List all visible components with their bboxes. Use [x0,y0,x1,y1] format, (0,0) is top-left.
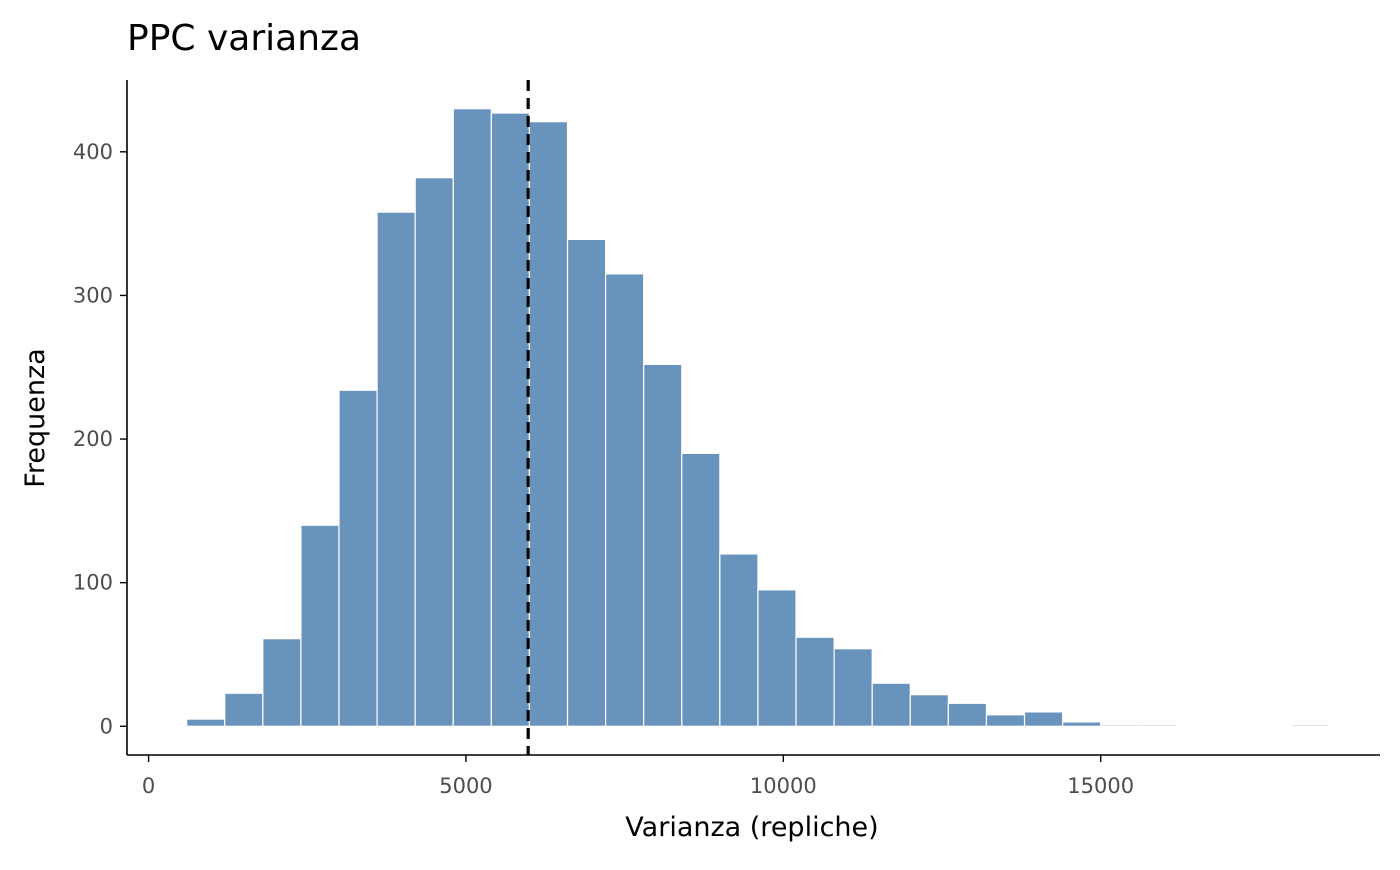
histogram-bar-10 [566,238,607,727]
histogram-bar-17 [833,648,873,727]
axes [126,80,1380,756]
histogram-bar-21 [985,714,1026,727]
histogram-bar-3 [300,524,340,727]
y-tick-label: 400 [73,140,113,164]
x-axis-title: Varianza (repliche) [625,812,878,843]
histogram-bar-22 [1023,711,1064,727]
histogram-bar-6 [414,177,454,727]
y-tick-label: 100 [73,571,113,595]
chart-title: PPC varianza [127,18,361,59]
histogram-bar-29 [1290,724,1330,727]
histogram-bar-18 [871,682,911,727]
y-axis-title: Frequenza [20,348,51,487]
histogram-bar-27 [1214,725,1254,728]
histogram-bar-28 [1252,725,1292,728]
histogram-bar-23 [1062,721,1102,727]
y-tick-label: 300 [73,283,113,307]
y-axis-ticks: 0 100 200 300 400 [73,140,127,738]
histogram-bar-9 [528,121,569,727]
x-axis-ticks: 0 5000 10000 15000 [142,755,1134,798]
histogram-bar-8 [490,112,531,727]
x-tick-label: 0 [142,774,155,798]
histogram-bar-0 [186,718,226,727]
y-tick-label: 0 [100,714,113,738]
x-tick-label: 10000 [750,774,817,798]
histogram-bar-26 [1176,725,1216,728]
histogram-bar-4 [338,389,378,727]
histogram-bar-25 [1138,724,1178,727]
histogram-bar-15 [757,589,797,727]
histogram-bar-20 [947,702,988,727]
histogram-bar-11 [605,273,645,727]
x-tick-label: 5000 [439,774,492,798]
histogram-bar-24 [1100,724,1140,727]
histogram-bar-16 [795,636,835,727]
histogram-bar-19 [909,694,949,727]
histogram-bar-2 [262,638,302,727]
histogram-bar-14 [719,553,759,727]
histogram-bar-12 [643,363,683,727]
histogram-bar-5 [376,211,416,727]
histogram-bars [186,108,1330,728]
x-tick-label: 15000 [1067,774,1134,798]
histogram-bar-7 [452,108,492,727]
histogram-bar-1 [224,692,264,727]
histogram-bar-13 [681,452,721,727]
y-tick-label: 200 [73,427,113,451]
